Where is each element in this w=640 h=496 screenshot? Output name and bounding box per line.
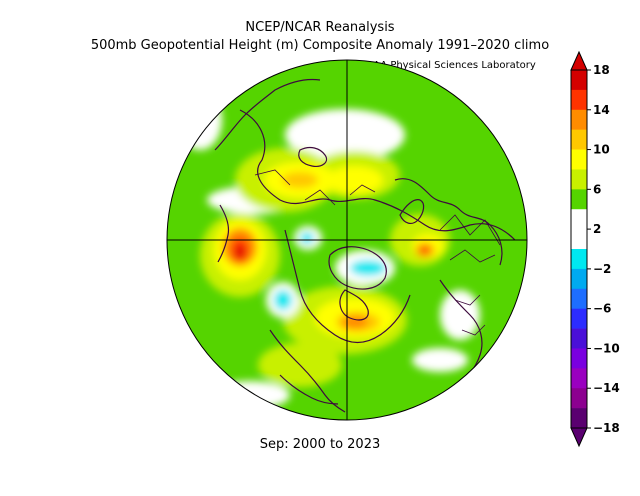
anomaly-gold-north: [282, 172, 318, 188]
coastline-greenland: [328, 246, 387, 290]
coastline-eurasia: [239, 109, 516, 241]
colorbar-swatch: [571, 89, 587, 111]
colorbar-tick-label: −18: [593, 421, 620, 435]
country-borders-asia: [254, 169, 376, 206]
anomaly-cyan-center: [350, 260, 386, 276]
colorbar-tick-label: 6: [593, 182, 601, 196]
colorbar-swatch: [571, 70, 587, 91]
anomaly-cyan-pacific-low: [274, 290, 292, 310]
colorbar-tick-label: 10: [593, 143, 610, 157]
colorbar-labels: 18 14 10 6 2 −2 −6 −10 −14 −18: [587, 63, 620, 435]
map-title: NCEP/NCAR Reanalysis: [245, 20, 395, 35]
map-subtitle: 500mb Geopotential Height (m) Composite …: [90, 38, 550, 53]
coastline-japan: [217, 204, 230, 263]
colorbar-tick-label: 2: [593, 222, 601, 236]
coastlines: [214, 78, 516, 413]
coastline-arctic-islands: [298, 146, 328, 167]
coastline-asia-north: [214, 78, 321, 151]
colorbar-swatches: [570, 69, 588, 429]
coastline-central-america: [279, 374, 339, 405]
colorbar-swatch: [571, 328, 587, 349]
colorbar-tick-label: 14: [593, 103, 610, 117]
colorbar-swatch: [571, 109, 587, 130]
colorbar-swatch: [571, 189, 587, 210]
coastline-north-america: [284, 229, 411, 344]
anomaly-cyan-bering: [300, 232, 314, 244]
anomaly-red-europe: [420, 247, 428, 253]
colorbar-swatch: [571, 249, 587, 270]
coastline-scandinavia: [399, 199, 425, 225]
colorbar-tick-label: −10: [593, 341, 620, 355]
anomaly-near-zero-atlantic-s: [440, 290, 480, 340]
colorbar-top-arrow: [570, 50, 588, 71]
anomaly-darkred-pacific: [236, 246, 244, 258]
colorbar-swatch: [571, 149, 587, 170]
colorbar-swatch: [571, 129, 587, 150]
colorbar-bottom-arrow: [570, 427, 588, 448]
anomaly-orange-atlantic: [342, 315, 368, 329]
source-label: NOAA Physical Sciences Laboratory: [358, 60, 536, 71]
colorbar-swatch: [571, 348, 587, 369]
colorbar-swatch: [571, 288, 587, 309]
colorbar-swatch: [571, 169, 587, 190]
colorbar-swatch: [571, 408, 587, 429]
colorbar-tick-label: 18: [593, 63, 610, 77]
colorbar-swatch: [571, 229, 587, 250]
colorbar-swatch: [571, 209, 587, 230]
country-borders-africa: [454, 294, 486, 336]
colorbar-swatch: [571, 268, 587, 290]
period-label: Sep: 2000 to 2023: [259, 437, 381, 452]
anomaly-yellow-center: [327, 166, 383, 194]
colorbar-tick-label: −2: [593, 262, 611, 276]
colorbar-swatch: [571, 368, 587, 389]
colorbar-swatch: [571, 308, 587, 329]
anomaly-near-zero-atlantic-e: [412, 348, 468, 372]
globe-outline: [166, 59, 528, 421]
colorbar-swatch: [571, 388, 587, 409]
colorbar-tick-label: −14: [593, 381, 620, 395]
coastline-hudson: [339, 289, 369, 321]
country-borders-europe: [439, 214, 501, 263]
colorbar-tick-label: −6: [593, 302, 611, 316]
coastline-mexico: [269, 329, 346, 413]
coastline-europe: [394, 178, 503, 266]
